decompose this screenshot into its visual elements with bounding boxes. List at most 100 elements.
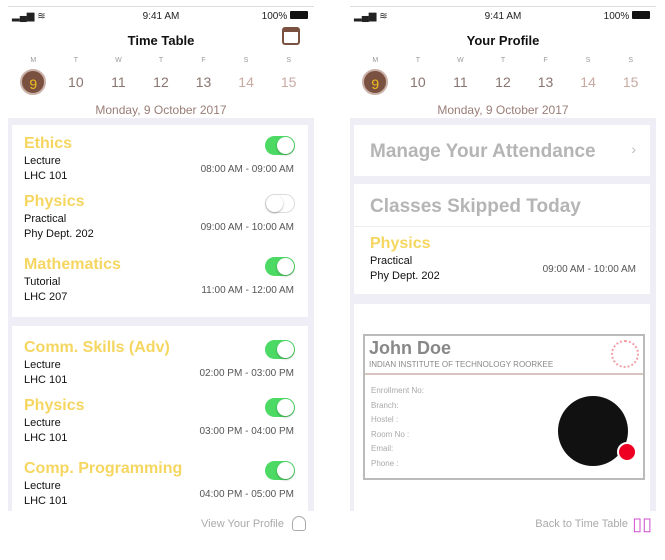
day-letter: S (286, 57, 291, 64)
attendance-toggle[interactable] (265, 461, 295, 480)
attendance-toggle[interactable] (265, 194, 295, 213)
subject-name: Physics (370, 235, 431, 252)
day-number: 14 (238, 74, 254, 90)
day-letter: T (415, 57, 420, 64)
class-type: Lecture (24, 417, 61, 429)
day-number: 11 (111, 74, 126, 90)
timetable-screen: ▂▄▆ ≋ 9:41 AM 100% Time Table M 9 T 10 W 11 T 1… (8, 6, 314, 554)
manage-attendance-button[interactable]: Manage Your Attendance › (354, 125, 650, 176)
day-number: 13 (537, 74, 554, 90)
back-to-timetable-link[interactable]: Back to Time Table (535, 518, 628, 530)
schedule-card: Comm. Skills (Adv) Lecture LHC 101 02:00 PM… (12, 326, 308, 511)
day-11[interactable]: W 11 (102, 57, 134, 95)
class-type: Practical (24, 213, 67, 225)
day-number: 15 (622, 74, 639, 90)
id-field-label: Hostel : (371, 415, 399, 424)
class-room: LHC 101 (24, 170, 68, 182)
day-letter: S (628, 57, 633, 64)
day-number: 10 (410, 74, 426, 90)
attendance-toggle[interactable] (265, 136, 295, 155)
class-time: 04:00 PM - 05:00 PM (199, 489, 295, 500)
avatar[interactable] (558, 396, 628, 466)
class-time: 03:00 PM - 04:00 PM (199, 426, 295, 437)
skipped-card: Classes Skipped Today Physics Practical … (354, 184, 650, 294)
class-room: Phy Dept. 202 (24, 228, 94, 240)
id-field-label: Branch: (371, 400, 399, 410)
attendance-toggle[interactable] (265, 257, 295, 276)
day-14[interactable]: S 14 (230, 57, 262, 95)
status-time: 9:41 AM (142, 11, 180, 22)
subject-name: Physics (24, 397, 85, 414)
page-title: Your Profile (466, 33, 540, 48)
view-profile-link[interactable]: View Your Profile (201, 518, 284, 530)
day-14[interactable]: S 14 (572, 57, 604, 95)
day-12[interactable]: T 12 (145, 57, 177, 95)
day-number: 9 (362, 69, 389, 95)
subject-name: Mathematics (24, 256, 121, 273)
id-card: John Doe INDIAN INSTITUTE OF TECHNOLOGY … (363, 334, 645, 480)
class-type: Lecture (24, 480, 61, 492)
schedule-card: Ethics Lecture LHC 101 08:00 AM - 09:00 AM P… (12, 125, 308, 317)
day-letter: F (543, 57, 548, 64)
skipped-title: Classes Skipped Today (370, 196, 581, 217)
class-time: 08:00 AM - 09:00 AM (200, 164, 294, 175)
day-13[interactable]: F 13 (530, 57, 562, 95)
signal-wifi-icon: ▂▄▆ ≋ (354, 11, 388, 22)
id-field-label: Enrollment No: (371, 386, 424, 395)
id-field-label: Room No : (371, 429, 410, 439)
day-number: 13 (195, 74, 212, 90)
page-title: Time Table (127, 33, 195, 48)
day-12[interactable]: T 12 (487, 57, 519, 95)
selected-date: Monday, 9 October 2017 (437, 103, 569, 117)
profile-screen: ▂▄▆ ≋ 9:41 AM 100% Your Profile M 9 T 10 W 11… (350, 6, 656, 554)
class-type: Practical (370, 255, 413, 267)
class-time: 11:00 AM - 12:00 AM (201, 285, 294, 296)
day-letter: M (372, 57, 379, 64)
day-number: 11 (453, 74, 468, 90)
day-letter: T (158, 57, 164, 64)
class-time: 09:00 AM - 10:00 AM (542, 264, 636, 275)
battery-icon (632, 11, 650, 19)
subject-name: Physics (24, 193, 85, 210)
day-letter: W (115, 57, 122, 64)
calendar-icon[interactable] (282, 27, 300, 45)
attendance-toggle[interactable] (265, 398, 295, 417)
day-15[interactable]: S 15 (273, 57, 305, 95)
class-time: 02:00 PM - 03:00 PM (199, 368, 295, 379)
class-room: LHC 101 (24, 432, 68, 444)
class-type: Lecture (24, 155, 61, 167)
class-time: 09:00 AM - 10:00 AM (200, 222, 294, 233)
class-type: Tutorial (24, 276, 61, 288)
student-name: John Doe (369, 338, 452, 358)
schedule-list: Ethics Lecture LHC 101 08:00 AM - 09:00 AM P… (8, 118, 314, 511)
day-10[interactable]: T 10 (60, 57, 92, 95)
week-strip: M 9 T 10 W 11 T 12 F 13 S 14 S 15 (8, 57, 314, 95)
id-field-label: Phone : (371, 458, 399, 468)
battery-icon (290, 11, 308, 19)
battery: 100% (262, 11, 308, 22)
day-letter: M (30, 57, 37, 64)
day-11[interactable]: W 11 (444, 57, 476, 95)
day-letter: W (457, 57, 464, 64)
signal-wifi-icon: ▂▄▆ ≋ (12, 11, 46, 22)
class-type: Lecture (24, 359, 61, 371)
attendance-toggle[interactable] (265, 340, 295, 359)
selected-date: Monday, 9 October 2017 (95, 103, 227, 117)
subject-name: Ethics (24, 135, 73, 152)
day-letter: S (585, 57, 591, 64)
day-10[interactable]: T 10 (402, 57, 434, 95)
class-room: Phy Dept. 202 (370, 270, 440, 282)
class-room: LHC 101 (24, 495, 68, 507)
day-13[interactable]: F 13 (188, 57, 220, 95)
pencils-icon[interactable]: ▯▯ (632, 514, 652, 534)
manage-attendance-label: Manage Your Attendance (370, 141, 596, 162)
day-15[interactable]: S 15 (615, 57, 647, 95)
day-number: 12 (153, 74, 169, 90)
class-room: LHC 207 (24, 291, 68, 303)
week-strip: M 9 T 10 W 11 T 12 F 13 S 14 S 15 (350, 57, 656, 95)
battery: 100% (604, 11, 650, 22)
id-field-label: Email: (371, 444, 394, 453)
profile-icon[interactable] (292, 516, 306, 531)
